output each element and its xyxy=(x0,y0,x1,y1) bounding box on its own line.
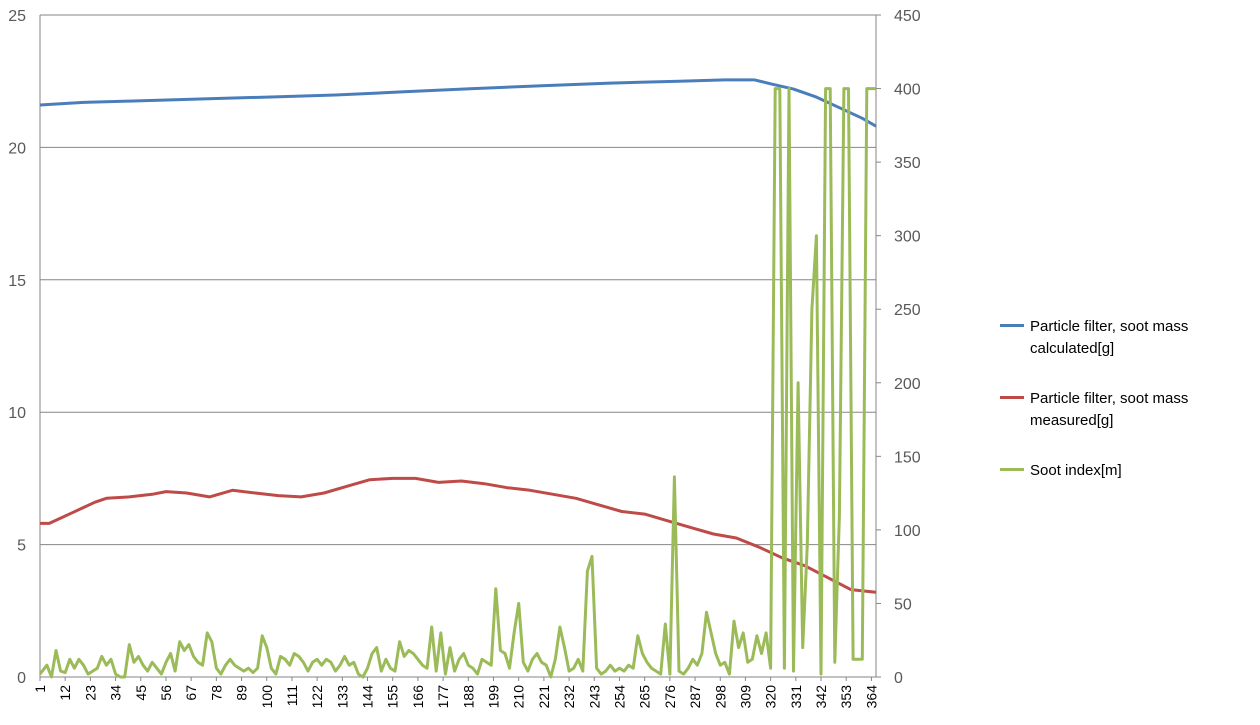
y-tick-label: 0 xyxy=(17,670,26,687)
y2-tick-label: 100 xyxy=(894,523,921,540)
y2-tick-label: 350 xyxy=(894,155,921,172)
x-tick-label: 265 xyxy=(637,685,653,709)
legend-swatch-measured xyxy=(1000,396,1024,399)
x-tick-label: 232 xyxy=(561,685,577,709)
x-tick-label: 78 xyxy=(208,685,224,701)
y2-tick-label: 150 xyxy=(894,449,921,466)
x-tick-label: 1 xyxy=(32,685,48,693)
x-tick-label: 199 xyxy=(486,685,502,709)
y2-axis-ticks: 0 50 100 150 200 250 300 350 400 450 xyxy=(876,8,921,687)
y-axis-ticks: 0 5 10 15 20 25 xyxy=(8,8,26,687)
x-tick-label: 166 xyxy=(410,685,426,709)
x-tick-label: 210 xyxy=(511,685,527,709)
y-tick-label: 20 xyxy=(8,140,26,157)
legend-label-soot-index: Soot index[m] xyxy=(1030,462,1122,479)
x-tick-label: 45 xyxy=(133,685,149,701)
x-tick-label: 254 xyxy=(611,685,627,709)
series-line-2 xyxy=(38,87,876,679)
legend-label-calculated: Particle filter, soot mass calculated[g] xyxy=(1030,318,1189,357)
y2-tick-label: 200 xyxy=(894,376,921,393)
x-tick-label: 221 xyxy=(536,685,552,709)
x-tick-label: 298 xyxy=(712,685,728,709)
x-tick-label: 309 xyxy=(737,685,753,709)
x-tick-label: 12 xyxy=(57,685,73,701)
series-line-1 xyxy=(40,476,877,594)
grid-lines xyxy=(40,14,876,678)
legend-item-calculated: Particle filter, soot mass calculated[g] xyxy=(1000,316,1250,388)
y-tick-label: 25 xyxy=(8,8,26,25)
x-tick-label: 23 xyxy=(82,685,98,701)
x-axis-ticks: 1 12 23 34 45 56 67 78 89 100 111 122 133 144 155 166 17… xyxy=(32,677,879,708)
y2-tick-label: 300 xyxy=(894,229,921,246)
x-tick-label: 89 xyxy=(234,685,250,701)
x-tick-label: 56 xyxy=(158,685,174,701)
x-tick-label: 342 xyxy=(813,685,829,709)
legend-swatch-calculated xyxy=(1000,324,1024,327)
y2-tick-label: 50 xyxy=(894,596,912,613)
x-tick-label: 144 xyxy=(360,685,376,709)
y2-tick-label: 0 xyxy=(894,670,903,687)
x-tick-label: 34 xyxy=(108,685,124,701)
x-tick-label: 188 xyxy=(460,685,476,709)
x-tick-label: 364 xyxy=(863,685,879,709)
series-line-0 xyxy=(39,78,877,128)
x-tick-label: 133 xyxy=(334,685,350,709)
y-tick-label: 15 xyxy=(8,273,26,290)
legend: Particle filter, soot mass calculated[g]… xyxy=(1000,316,1250,532)
x-tick-label: 67 xyxy=(183,685,199,701)
series-lines xyxy=(38,78,877,679)
legend-item-soot-index: Soot index[m] xyxy=(1000,460,1250,532)
x-tick-label: 276 xyxy=(662,685,678,709)
x-tick-label: 177 xyxy=(435,685,451,709)
y2-tick-label: 400 xyxy=(894,82,921,99)
y2-tick-label: 250 xyxy=(894,302,921,319)
x-tick-label: 111 xyxy=(284,685,300,706)
legend-item-measured: Particle filter, soot mass measured[g] xyxy=(1000,388,1250,460)
y-tick-label: 10 xyxy=(8,405,26,422)
y-tick-label: 5 xyxy=(17,538,26,555)
x-tick-label: 353 xyxy=(838,685,854,709)
x-tick-label: 331 xyxy=(788,685,804,709)
x-tick-label: 320 xyxy=(763,685,779,709)
x-tick-label: 100 xyxy=(259,685,275,709)
x-tick-label: 155 xyxy=(385,685,401,709)
y2-tick-label: 450 xyxy=(894,8,921,25)
x-tick-label: 243 xyxy=(586,685,602,709)
legend-swatch-soot-index xyxy=(1000,468,1024,471)
x-tick-label: 287 xyxy=(687,685,703,709)
axes xyxy=(39,15,877,678)
x-tick-label: 122 xyxy=(309,685,325,709)
legend-label-measured: Particle filter, soot mass measured[g] xyxy=(1030,390,1189,429)
